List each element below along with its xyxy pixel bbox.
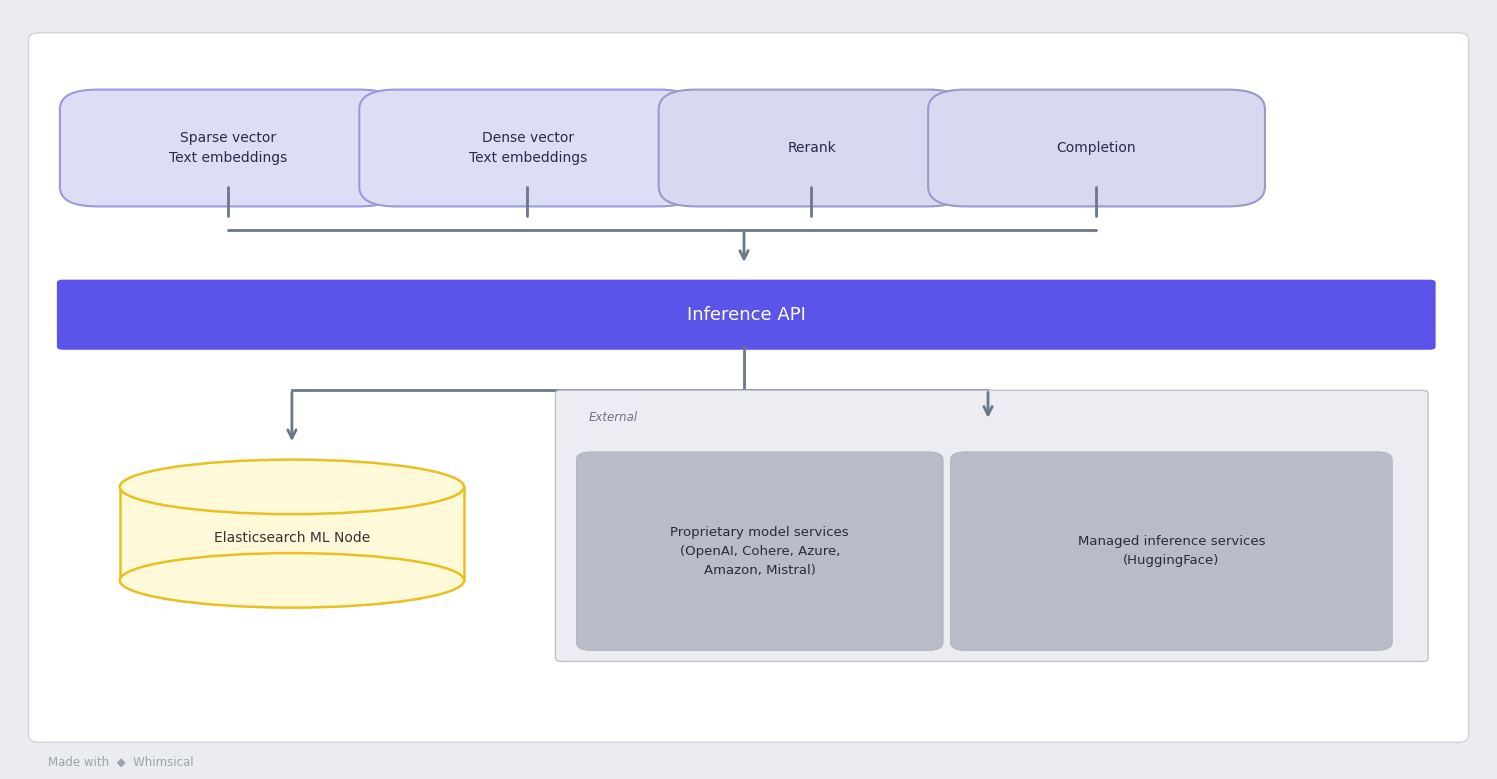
FancyBboxPatch shape xyxy=(951,452,1392,650)
FancyBboxPatch shape xyxy=(576,452,943,650)
FancyBboxPatch shape xyxy=(57,280,1436,350)
FancyBboxPatch shape xyxy=(359,90,696,206)
Text: Made with  ◆  Whimsical: Made with ◆ Whimsical xyxy=(48,756,193,768)
Bar xyxy=(120,487,464,580)
Text: Dense vector
Text embeddings: Dense vector Text embeddings xyxy=(469,131,587,165)
Text: External: External xyxy=(588,411,638,424)
Text: Proprietary model services
(OpenAI, Cohere, Azure,
Amazon, Mistral): Proprietary model services (OpenAI, Cohe… xyxy=(671,526,849,576)
Text: Managed inference services
(HuggingFace): Managed inference services (HuggingFace) xyxy=(1078,535,1265,567)
Text: Inference API: Inference API xyxy=(687,305,805,324)
Text: Sparse vector
Text embeddings: Sparse vector Text embeddings xyxy=(169,131,287,165)
Ellipse shape xyxy=(120,553,464,608)
Text: Rerank: Rerank xyxy=(787,141,837,155)
FancyBboxPatch shape xyxy=(659,90,966,206)
FancyBboxPatch shape xyxy=(555,390,1428,661)
Text: Completion: Completion xyxy=(1057,141,1136,155)
FancyBboxPatch shape xyxy=(28,33,1469,742)
Text: Elasticsearch ML Node: Elasticsearch ML Node xyxy=(214,531,370,545)
FancyBboxPatch shape xyxy=(928,90,1265,206)
FancyBboxPatch shape xyxy=(60,90,397,206)
Ellipse shape xyxy=(120,460,464,514)
